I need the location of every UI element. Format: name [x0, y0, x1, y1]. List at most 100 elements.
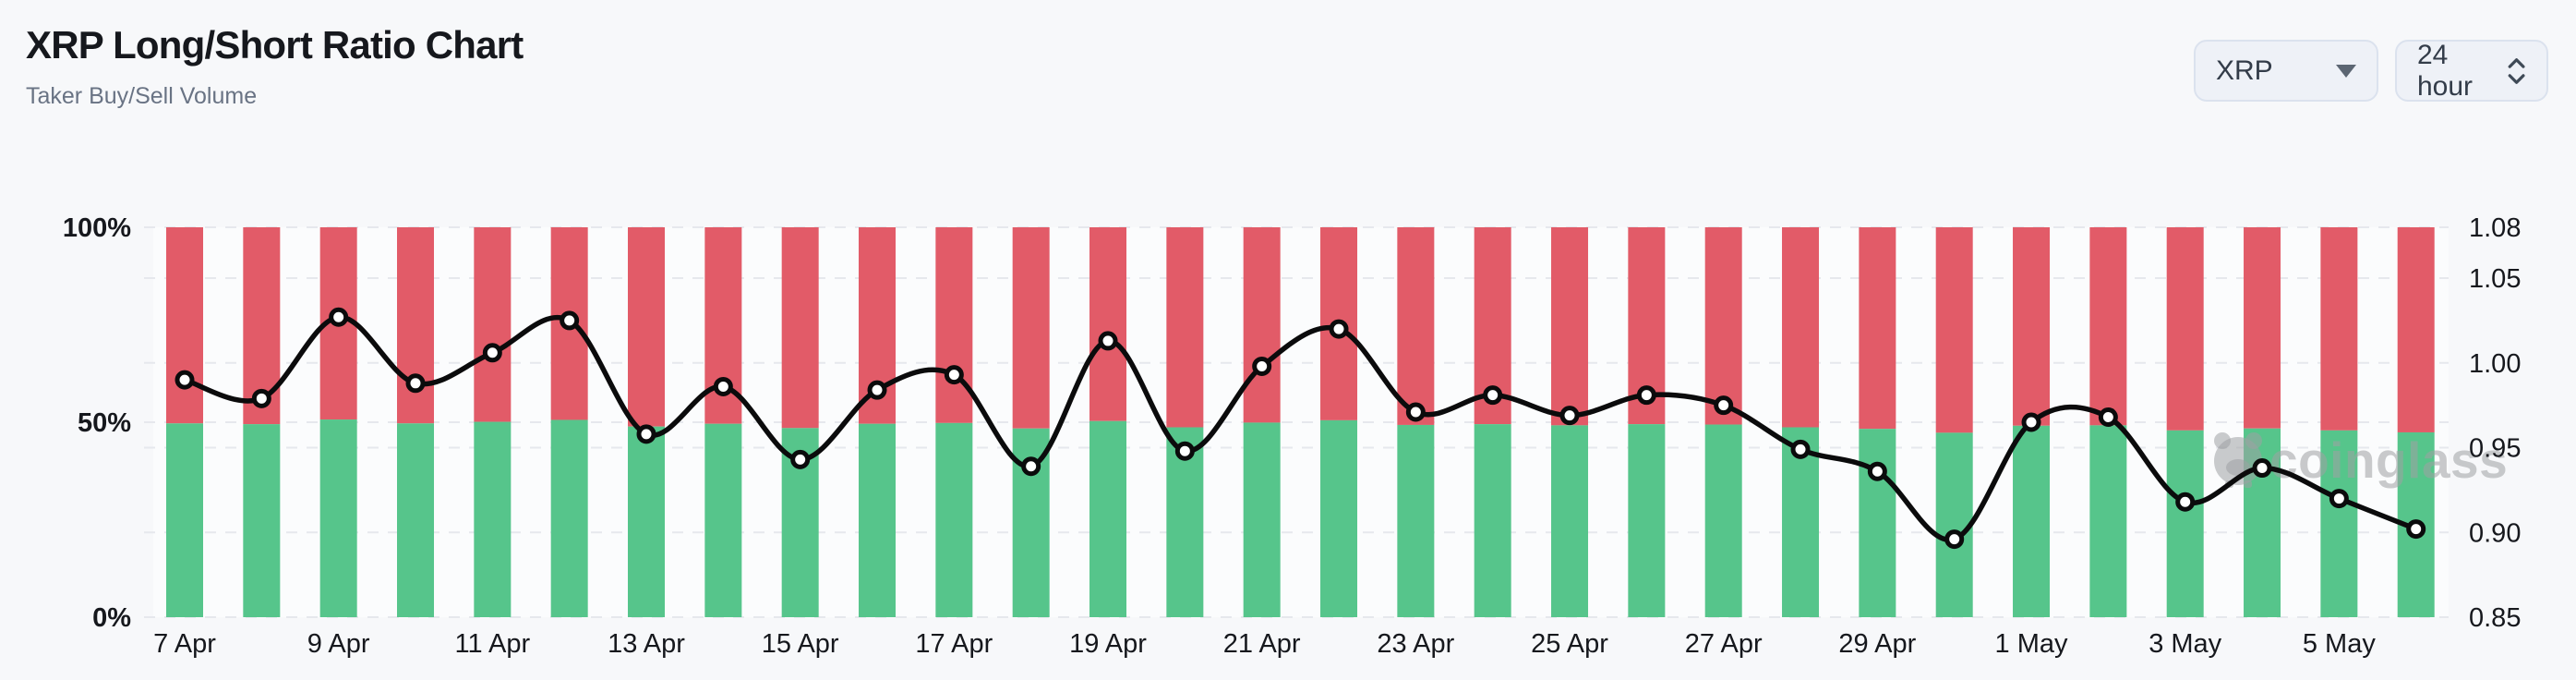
ratio-marker — [1636, 385, 1656, 406]
ratio-marker — [2406, 519, 2426, 540]
watermark-text: coinglass — [2269, 431, 2508, 489]
sell-volume-bar — [781, 227, 819, 429]
ratio-marker — [790, 449, 811, 469]
sell-volume-bar — [2397, 227, 2435, 432]
ratio-marker — [482, 343, 502, 363]
symbol-select-value: XRP — [2216, 55, 2273, 86]
buy-volume-bar — [243, 424, 281, 617]
buy-volume-bar — [1628, 424, 1666, 617]
x-axis-tick-label: 27 Apr — [1685, 629, 1763, 659]
buy-volume-bar — [550, 419, 588, 617]
x-axis-tick-label: 21 Apr — [1223, 629, 1301, 659]
x-axis-tick-label: 17 Apr — [915, 629, 993, 659]
y-axis-right-tick-label: 1.05 — [2469, 264, 2521, 294]
buy-volume-bar — [1704, 424, 1742, 617]
ratio-marker — [251, 388, 271, 408]
coinglass-watermark: coinglass — [2214, 431, 2508, 489]
chevron-up-down-icon — [2508, 57, 2525, 84]
ratio-marker — [1329, 319, 1349, 339]
sell-volume-bar — [1782, 227, 1820, 428]
symbol-select[interactable]: XRP — [2194, 40, 2378, 102]
ratio-marker — [405, 373, 426, 394]
sell-volume-bar — [166, 227, 203, 424]
buy-volume-bar — [2320, 430, 2358, 617]
y-axis-right-tick-label: 1.08 — [2469, 213, 2521, 243]
ratio-marker — [1098, 331, 1118, 351]
buy-volume-bar — [1935, 432, 1973, 617]
x-axis-tick-label: 15 Apr — [762, 629, 839, 659]
sell-volume-bar — [474, 227, 512, 422]
buy-volume-bar — [397, 423, 435, 617]
x-axis-tick-label: 5 May — [2303, 629, 2376, 659]
ratio-marker — [2329, 489, 2349, 509]
ratio-marker — [1559, 406, 1580, 426]
ratio-marker — [1021, 456, 1041, 477]
sell-volume-bar — [1397, 227, 1435, 425]
buy-volume-bar — [474, 421, 512, 617]
buy-volume-bar — [704, 423, 742, 617]
buy-volume-bar — [859, 423, 897, 617]
buy-volume-bar — [166, 423, 203, 617]
sell-volume-bar — [1243, 227, 1281, 423]
ratio-marker — [1867, 461, 1887, 481]
ratio-marker — [560, 310, 580, 331]
chart-header: XRP Long/Short Ratio Chart Taker Buy/Sel… — [26, 23, 524, 110]
sell-volume-bar — [2089, 227, 2127, 426]
ratio-marker — [944, 365, 964, 385]
ratio-marker — [867, 380, 887, 400]
interval-select-value: 24 hour — [2417, 39, 2474, 102]
y-axis-right-tick-label: 0.95 — [2469, 434, 2521, 464]
chart-controls: XRP 24 hour — [2194, 40, 2548, 102]
x-axis-tick-label: 23 Apr — [1377, 629, 1454, 659]
ratio-marker — [329, 307, 349, 327]
y-axis-left-tick-label: 50% — [78, 408, 131, 438]
ratio-marker — [636, 424, 656, 444]
ratio-marker — [1174, 441, 1195, 461]
buy-volume-bar — [2013, 425, 2051, 617]
x-axis-tick-label: 1 May — [1995, 629, 2068, 659]
y-axis-right-tick-label: 1.00 — [2469, 349, 2521, 379]
y-axis-left-tick-label: 0% — [92, 603, 131, 633]
page-subtitle: Taker Buy/Sell Volume — [26, 83, 258, 110]
sell-volume-bar — [1166, 227, 1204, 428]
sell-volume-bar — [1551, 227, 1589, 426]
sell-volume-bar — [2244, 227, 2281, 429]
buy-volume-bar — [1474, 424, 1511, 617]
sell-volume-bar — [1859, 227, 1896, 430]
buy-volume-bar — [2166, 430, 2204, 617]
buy-volume-bar — [1243, 422, 1281, 617]
ratio-marker — [1790, 439, 1811, 459]
interval-select[interactable]: 24 hour — [2395, 40, 2548, 102]
sell-volume-bar — [1935, 227, 1973, 433]
buy-volume-bar — [1551, 425, 1589, 617]
buy-volume-bar — [319, 419, 357, 617]
buy-volume-bar — [935, 422, 973, 617]
sell-volume-bar — [1012, 227, 1050, 429]
ratio-marker — [713, 376, 733, 396]
sell-volume-bar — [935, 227, 973, 423]
ratio-marker — [175, 370, 195, 390]
ratio-marker — [1944, 529, 1965, 550]
buy-volume-bar — [1397, 424, 1435, 617]
buy-volume-bar — [1089, 420, 1127, 617]
sell-volume-bar — [1089, 227, 1127, 421]
caret-down-icon — [2336, 64, 2356, 78]
sell-volume-bar — [397, 227, 435, 424]
buy-volume-bar — [2089, 425, 2127, 617]
sell-volume-bar — [628, 227, 666, 427]
x-axis-tick-label: 11 Apr — [454, 629, 530, 659]
x-axis-tick-label: 7 Apr — [153, 629, 216, 659]
buy-volume-bar — [1859, 429, 1896, 617]
x-axis-tick-label: 3 May — [2149, 629, 2221, 659]
x-axis-tick-label: 13 Apr — [608, 629, 685, 659]
y-axis-right-tick-label: 0.90 — [2469, 518, 2521, 548]
sell-volume-bar — [2013, 227, 2051, 426]
buy-volume-bar — [628, 426, 666, 617]
ratio-marker — [2098, 407, 2118, 427]
page-title: XRP Long/Short Ratio Chart — [26, 23, 524, 67]
x-axis-tick-label: 25 Apr — [1531, 629, 1608, 659]
ratio-marker — [2175, 492, 2196, 512]
x-axis-tick-label: 19 Apr — [1069, 629, 1147, 659]
sell-volume-bar — [1704, 227, 1742, 425]
